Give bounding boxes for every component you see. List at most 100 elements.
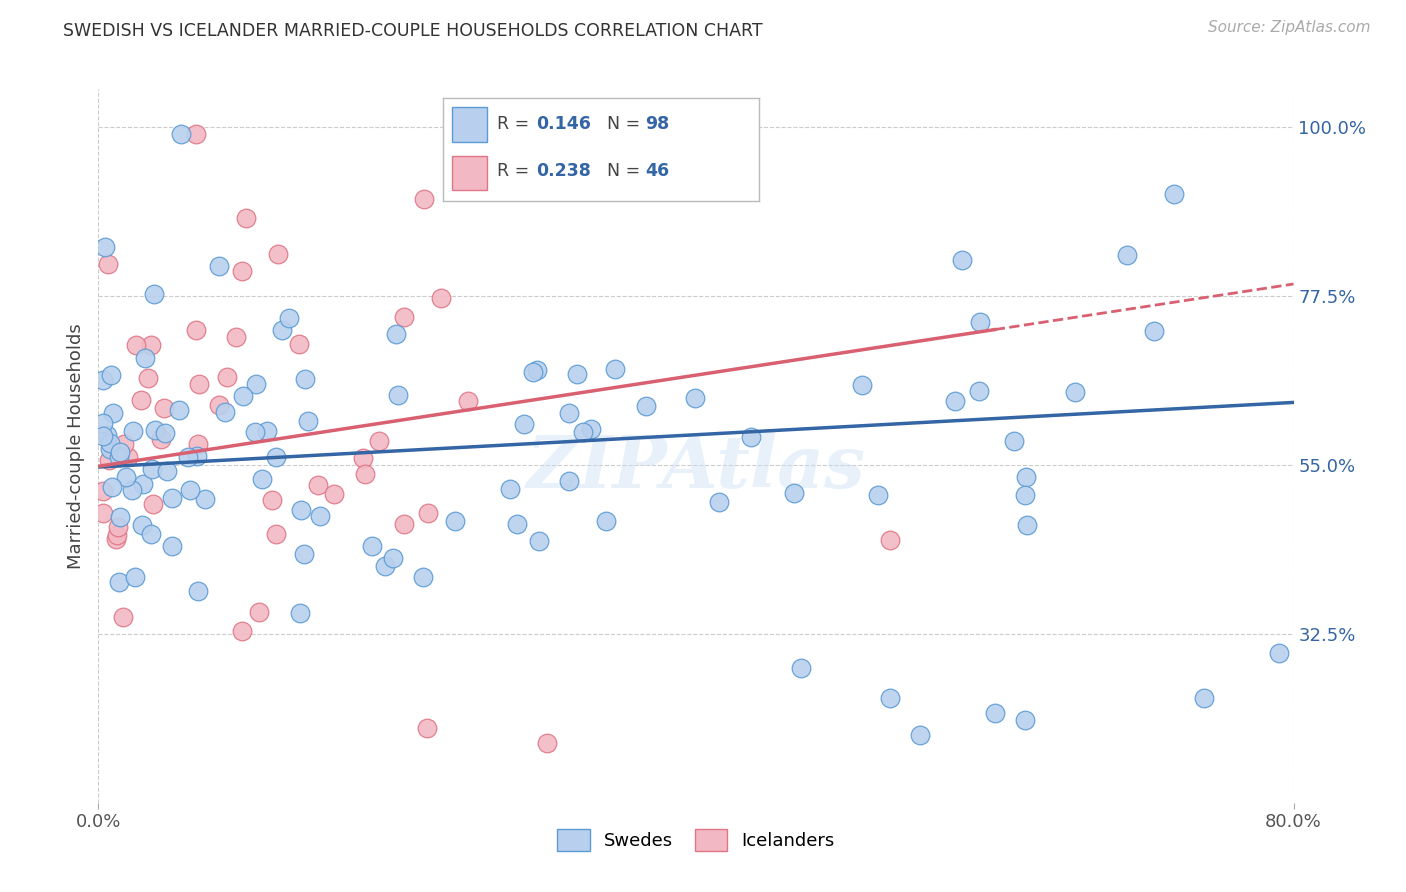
Point [352,450,374,465]
Point [256,425,278,439]
Point [97,257,120,271]
Point [1014,713,1036,727]
Point [194,491,217,506]
Point [143,423,166,437]
Point [247,605,270,619]
Point [114,470,136,484]
Point [1002,434,1025,448]
Point [740,430,762,444]
Point [111,610,134,624]
Point [1014,488,1036,502]
Point [457,394,479,409]
Point [381,551,404,566]
Text: R =: R = [496,115,534,133]
Point [156,465,179,479]
Point [108,510,131,524]
Point [374,558,396,573]
Point [789,660,811,674]
Text: N =: N = [607,162,647,180]
Point [307,478,329,492]
Point [129,393,152,408]
Point [322,487,344,501]
Point [96,428,118,442]
Text: ZIPAtlas: ZIPAtlas [527,432,865,503]
Point [93,240,115,254]
Point [558,406,581,420]
Point [782,486,804,500]
Point [1143,324,1166,338]
Point [187,584,209,599]
Point [908,728,931,742]
Text: N =: N = [607,115,647,133]
Point [581,422,603,436]
Point [179,483,201,497]
Point [232,389,254,403]
Point [139,527,162,541]
Point [277,310,299,325]
Point [1163,187,1185,202]
Point [522,366,544,380]
Point [184,322,207,336]
Point [142,497,165,511]
Point [354,467,377,482]
Point [184,128,207,142]
Point [117,450,139,465]
Point [634,399,657,413]
Point [1015,517,1038,532]
Point [416,506,439,520]
Point [879,690,901,705]
Point [264,526,287,541]
Point [91,483,114,498]
Text: 0.238: 0.238 [536,162,591,180]
Point [108,450,131,464]
Point [513,417,536,432]
Point [122,424,145,438]
Point [950,252,973,267]
Point [879,533,901,547]
Point [260,493,283,508]
Point [309,508,332,523]
Point [167,403,190,417]
Point [100,480,122,494]
Point [413,192,436,206]
Y-axis label: Married-couple Households: Married-couple Households [66,323,84,569]
Point [1063,384,1085,399]
Point [134,351,156,366]
Point [243,425,266,439]
Point [565,367,588,381]
Point [217,369,239,384]
Point [536,736,558,750]
Point [100,442,122,457]
Text: SWEDISH VS ICELANDER MARRIED-COUPLE HOUSEHOLDS CORRELATION CHART: SWEDISH VS ICELANDER MARRIED-COUPLE HOUS… [63,22,763,40]
Point [558,474,581,488]
Point [125,337,148,351]
Point [430,291,453,305]
Point [231,264,253,278]
Point [91,506,114,520]
Point [292,548,315,562]
Point [527,534,550,549]
Point [967,384,990,399]
Point [177,450,200,464]
Point [683,391,706,405]
Point [101,407,124,421]
Point [108,575,131,590]
Point [1116,248,1139,262]
Point [416,721,439,735]
Point [169,128,191,142]
Point [121,483,143,497]
Point [208,259,231,273]
Point [499,482,522,496]
Point [235,211,257,226]
Point [506,516,529,531]
Point [112,436,135,450]
Point [1267,646,1289,660]
Point [136,371,159,385]
Point [139,337,162,351]
Point [100,368,122,382]
Point [105,528,128,542]
Point [1015,470,1038,484]
Point [131,517,153,532]
Point [153,425,176,440]
Point [132,477,155,491]
